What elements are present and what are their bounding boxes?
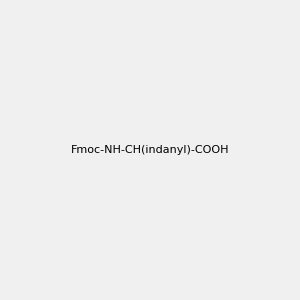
Text: Fmoc-NH-CH(indanyl)-COOH: Fmoc-NH-CH(indanyl)-COOH — [71, 145, 229, 155]
